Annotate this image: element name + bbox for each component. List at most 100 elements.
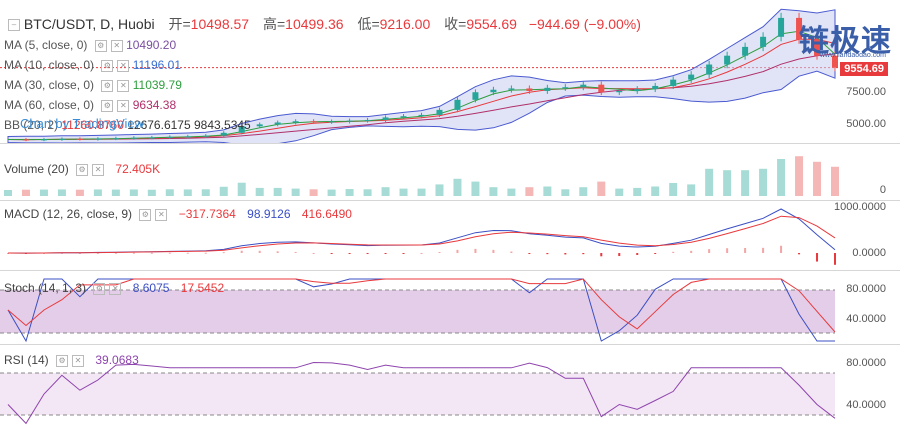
- macd-histogram-bar: [798, 253, 801, 255]
- rsi-pane: RSI (14) ⚙ ✕ 39.0683 80.0000 40.0000: [0, 345, 900, 433]
- candle-body: [94, 138, 101, 140]
- macd-histogram-bar: [348, 253, 351, 254]
- close-label: 收=: [444, 16, 467, 32]
- macd-histogram-bar: [132, 252, 135, 254]
- settings-icon[interactable]: ⚙: [94, 39, 107, 52]
- macd-histogram-bar: [600, 253, 603, 257]
- volume-value: 72.405K: [115, 162, 161, 176]
- macd-histogram-bar: [114, 252, 117, 254]
- close-value: 9554.69: [466, 16, 517, 32]
- price-chart[interactable]: [0, 0, 900, 143]
- candle-body: [634, 89, 641, 91]
- volume-bar: [831, 166, 839, 196]
- macd-histogram-bar: [636, 253, 639, 255]
- close-icon[interactable]: ✕: [155, 208, 168, 221]
- volume-bar: [381, 187, 390, 196]
- rsi-chart[interactable]: [0, 345, 900, 433]
- macd-histogram-bar: [438, 252, 441, 254]
- close-icon[interactable]: ✕: [109, 282, 122, 295]
- macd-histogram-bar: [834, 253, 836, 265]
- bb-value-lower: 9843.5345: [193, 118, 251, 132]
- candle-body: [472, 92, 479, 100]
- ma-legend-10[interactable]: MA (10, close, 0) ⚙ ✕ 11196.01: [4, 58, 181, 72]
- pane-divider[interactable]: [0, 344, 900, 345]
- macd-histogram-bar: [474, 248, 477, 253]
- macd-histogram-bar: [366, 253, 369, 254]
- settings-icon[interactable]: ⚙: [76, 163, 89, 176]
- settings-icon[interactable]: ⚙: [101, 59, 114, 72]
- candle-body: [148, 137, 155, 139]
- macd-axis-label: 0.0000: [852, 247, 886, 259]
- ma5-value: 10490.20: [126, 38, 177, 52]
- rsi-legend[interactable]: RSI (14) ⚙ ✕ 39.0683: [4, 353, 139, 367]
- close-icon[interactable]: ✕: [92, 163, 105, 176]
- candle-body: [490, 89, 497, 93]
- ma-legend-60[interactable]: MA (60, close, 0) ⚙ ✕ 9634.38: [4, 98, 176, 112]
- macd-histogram-bar: [402, 253, 405, 254]
- close-icon[interactable]: ✕: [110, 39, 123, 52]
- volume-bar: [813, 161, 822, 196]
- rsi-value: 39.0683: [95, 353, 139, 367]
- stoch-chart[interactable]: [0, 271, 900, 344]
- tradingview-watermark: Chart by TradingView: [20, 116, 145, 131]
- candle-body: [706, 64, 713, 75]
- macd-histogram-bar: [546, 253, 549, 255]
- volume-bar: [795, 156, 804, 196]
- macd-histogram-bar: [258, 250, 261, 253]
- close-icon[interactable]: ✕: [117, 59, 130, 72]
- candle-body: [724, 55, 731, 65]
- volume-bar: [741, 170, 750, 196]
- volume-bar: [543, 186, 552, 196]
- settings-icon[interactable]: ⚙: [101, 79, 114, 92]
- stoch-pane: Stoch (14, 1, 3) ⚙ ✕ 8.6075 17.5452 80.00…: [0, 271, 900, 344]
- volume-chart[interactable]: [0, 144, 900, 200]
- settings-icon[interactable]: ⚙: [56, 354, 69, 367]
- bb-value-mid: 11260.8760: [61, 118, 124, 132]
- macd-hist-value: −317.7364: [178, 207, 236, 221]
- volume-bar: [759, 168, 768, 196]
- collapse-icon[interactable]: –: [8, 19, 20, 32]
- settings-icon[interactable]: ⚙: [101, 99, 114, 112]
- stoch-legend[interactable]: Stoch (14, 1, 3) ⚙ ✕ 8.6075 17.5452: [4, 281, 224, 295]
- close-icon[interactable]: ✕: [117, 99, 130, 112]
- volume-bar: [399, 188, 408, 196]
- volume-bar: [561, 189, 570, 196]
- ma-legend-30[interactable]: MA (30, close, 0) ⚙ ✕ 11039.79: [4, 78, 182, 92]
- pane-divider[interactable]: [0, 270, 900, 271]
- candle-body: [544, 87, 551, 91]
- volume-bar: [201, 189, 210, 196]
- volume-bar: [669, 183, 678, 196]
- volume-legend[interactable]: Volume (20) ⚙ ✕ 72.405K: [4, 162, 160, 176]
- volume-bar: [597, 181, 606, 196]
- settings-icon[interactable]: ⚙: [93, 282, 106, 295]
- macd-histogram-bar: [726, 248, 729, 253]
- candle-body: [346, 120, 353, 122]
- macd-histogram-bar: [780, 245, 783, 253]
- volume-bar: [525, 187, 534, 196]
- pane-divider[interactable]: [0, 143, 900, 144]
- macd-histogram-bar: [618, 253, 621, 257]
- candle-body: [562, 87, 569, 89]
- candle-body: [256, 124, 263, 127]
- bb-legend[interactable]: BB (20, 2) 11260.8760 12676.6175 9843.53…: [4, 118, 251, 132]
- last-price-tag: 9554.69: [840, 62, 888, 76]
- volume-bar: [723, 170, 732, 196]
- macd-histogram-bar: [276, 251, 279, 253]
- close-icon[interactable]: ✕: [72, 354, 85, 367]
- candle-body: [220, 132, 227, 136]
- bb-label: BB (20, 2): [4, 118, 59, 132]
- candle-body: [364, 119, 371, 121]
- ma10-value: 11196.01: [132, 58, 182, 72]
- volume-bar: [435, 184, 444, 196]
- volume-bar: [309, 189, 318, 196]
- candle-body: [40, 139, 47, 141]
- candle-body: [580, 84, 587, 88]
- volume-bar: [471, 181, 480, 196]
- pane-divider[interactable]: [0, 200, 900, 201]
- settings-icon[interactable]: ⚙: [139, 208, 152, 221]
- ma-legend-5[interactable]: MA (5, close, 0) ⚙ ✕ 10490.20: [4, 38, 176, 52]
- high-label: 高=: [262, 16, 286, 32]
- macd-chart[interactable]: [0, 201, 900, 270]
- close-icon[interactable]: ✕: [117, 79, 130, 92]
- macd-legend[interactable]: MACD (12, 26, close, 9) ⚙ ✕ −317.7364 98.…: [4, 207, 352, 221]
